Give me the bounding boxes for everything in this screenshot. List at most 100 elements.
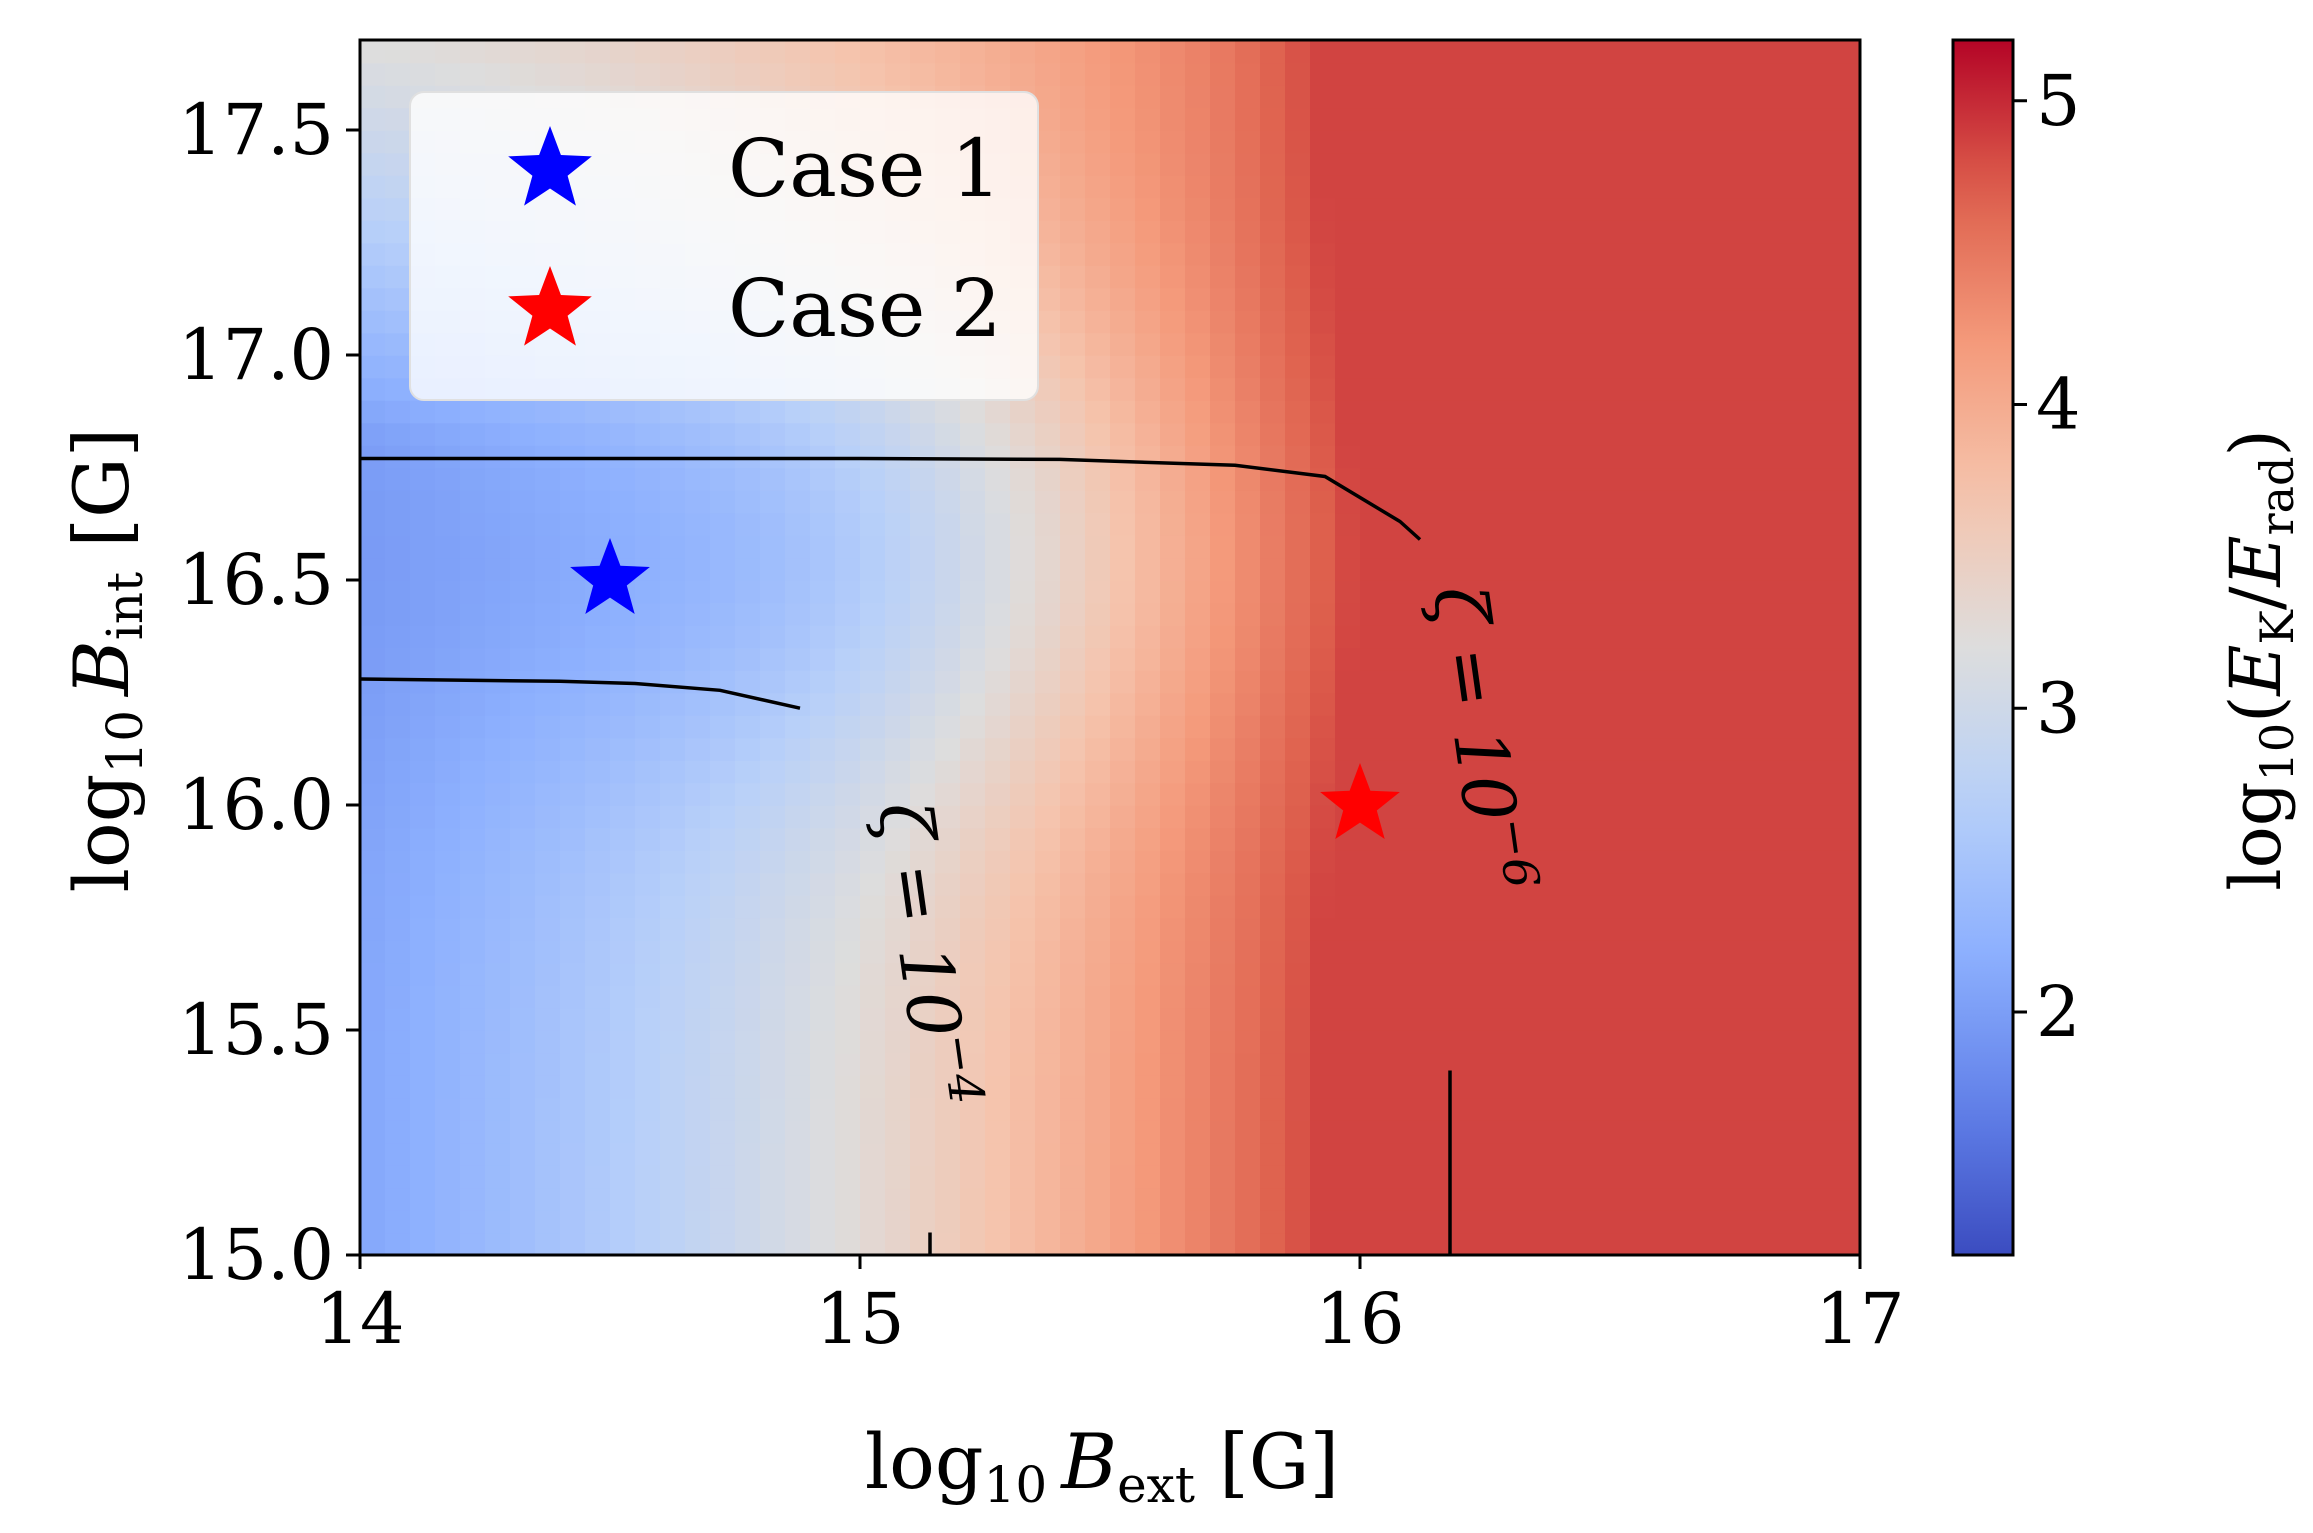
heatmap-cell: [1710, 1075, 1736, 1099]
heatmap-cell: [760, 512, 786, 536]
heatmap-cell: [360, 917, 386, 941]
heatmap-cell: [1560, 242, 1586, 266]
heatmap-cell: [1485, 1232, 1511, 1255]
heatmap-cell: [1485, 40, 1511, 64]
heatmap-cell: [510, 1075, 536, 1099]
heatmap-cell: [1510, 647, 1536, 671]
heatmap-cell: [1835, 377, 1860, 401]
heatmap-cell: [1010, 580, 1036, 604]
heatmap-cell: [610, 850, 636, 874]
heatmap-cell: [1160, 1007, 1186, 1031]
heatmap-cell: [935, 917, 961, 941]
heatmap-cell: [1635, 1142, 1661, 1166]
heatmap-cell: [960, 445, 986, 469]
heatmap-cell: [385, 220, 411, 244]
heatmap-cell: [1360, 175, 1386, 199]
heatmap-cell: [960, 805, 986, 829]
heatmap-cell: [1360, 962, 1386, 986]
heatmap-cell: [610, 400, 636, 424]
heatmap-cell: [735, 557, 761, 581]
heatmap-cell: [1635, 310, 1661, 334]
heatmap-cell: [810, 557, 836, 581]
heatmap-cell: [1035, 760, 1061, 784]
heatmap-cell: [835, 490, 861, 514]
heatmap-cell: [1110, 647, 1136, 671]
heatmap-cell: [1610, 670, 1636, 694]
heatmap-cell: [1185, 692, 1211, 716]
heatmap-cell: [1310, 445, 1336, 469]
heatmap-cell: [1110, 715, 1136, 739]
heatmap-cell: [1310, 310, 1336, 334]
heatmap-cell: [1435, 445, 1461, 469]
heatmap-cell: [1760, 692, 1786, 716]
heatmap-cell: [1760, 467, 1786, 491]
heatmap-cell: [1285, 872, 1311, 896]
heatmap-cell: [1685, 445, 1711, 469]
heatmap-cell: [610, 715, 636, 739]
heatmap-cell: [1085, 355, 1111, 379]
heatmap-cell: [760, 580, 786, 604]
heatmap-cell: [835, 760, 861, 784]
colorbar-label-den-sub: rad: [2250, 457, 2304, 536]
heatmap-cell: [360, 1142, 386, 1166]
heatmap-cell: [1260, 1210, 1286, 1234]
heatmap-cell: [1210, 490, 1236, 514]
heatmap-cell: [1785, 715, 1811, 739]
heatmap-cell: [910, 1210, 936, 1234]
heatmap-cell: [1085, 377, 1111, 401]
heatmap-cell: [1610, 1232, 1636, 1255]
heatmap-cell: [435, 580, 461, 604]
heatmap-cell: [485, 535, 511, 559]
heatmap-cell: [435, 557, 461, 581]
heatmap-cell: [760, 670, 786, 694]
heatmap-cell: [1685, 872, 1711, 896]
heatmap-cell: [485, 557, 511, 581]
heatmap-cell: [1335, 490, 1361, 514]
heatmap-cell: [1635, 670, 1661, 694]
heatmap-cell: [1660, 1030, 1686, 1054]
heatmap-cell: [1560, 40, 1586, 64]
heatmap-cell: [1810, 512, 1836, 536]
heatmap-cell: [935, 40, 961, 64]
heatmap-cell: [1760, 85, 1786, 109]
heatmap-cell: [1235, 625, 1261, 649]
heatmap-cell: [360, 1052, 386, 1076]
heatmap-cell: [1785, 647, 1811, 671]
heatmap-cell: [1110, 670, 1136, 694]
heatmap-cell: [1135, 557, 1161, 581]
heatmap-cell: [485, 985, 511, 1009]
heatmap-cell: [635, 1165, 661, 1189]
heatmap-cell: [885, 962, 911, 986]
heatmap-cell: [1010, 670, 1036, 694]
heatmap-cell: [735, 1187, 761, 1211]
heatmap-cell: [1085, 872, 1111, 896]
heatmap-cell: [860, 1187, 886, 1211]
heatmap-cell: [385, 40, 411, 64]
heatmap-cell: [1435, 377, 1461, 401]
heatmap-cell: [435, 647, 461, 671]
heatmap-cell: [1160, 85, 1186, 109]
heatmap-cell: [535, 1097, 561, 1121]
heatmap-cell: [1435, 1097, 1461, 1121]
heatmap-cell: [810, 850, 836, 874]
heatmap-cell: [1360, 1007, 1386, 1031]
heatmap-cell: [1560, 152, 1586, 176]
heatmap-cell: [810, 737, 836, 761]
heatmap-cell: [1335, 130, 1361, 154]
heatmap-cell: [1410, 805, 1436, 829]
heatmap-cell: [1760, 107, 1786, 131]
heatmap-cell: [535, 940, 561, 964]
heatmap-cell: [1285, 152, 1311, 176]
heatmap-cell: [1485, 287, 1511, 311]
heatmap-cell: [1810, 197, 1836, 221]
heatmap-cell: [1460, 760, 1486, 784]
heatmap-cell: [1085, 962, 1111, 986]
heatmap-cell: [910, 1142, 936, 1166]
heatmap-cell: [1010, 512, 1036, 536]
heatmap-cell: [1110, 40, 1136, 64]
heatmap-cell: [1410, 1187, 1436, 1211]
heatmap-cell: [910, 1187, 936, 1211]
heatmap-cell: [1660, 647, 1686, 671]
heatmap-cell: [785, 422, 811, 446]
